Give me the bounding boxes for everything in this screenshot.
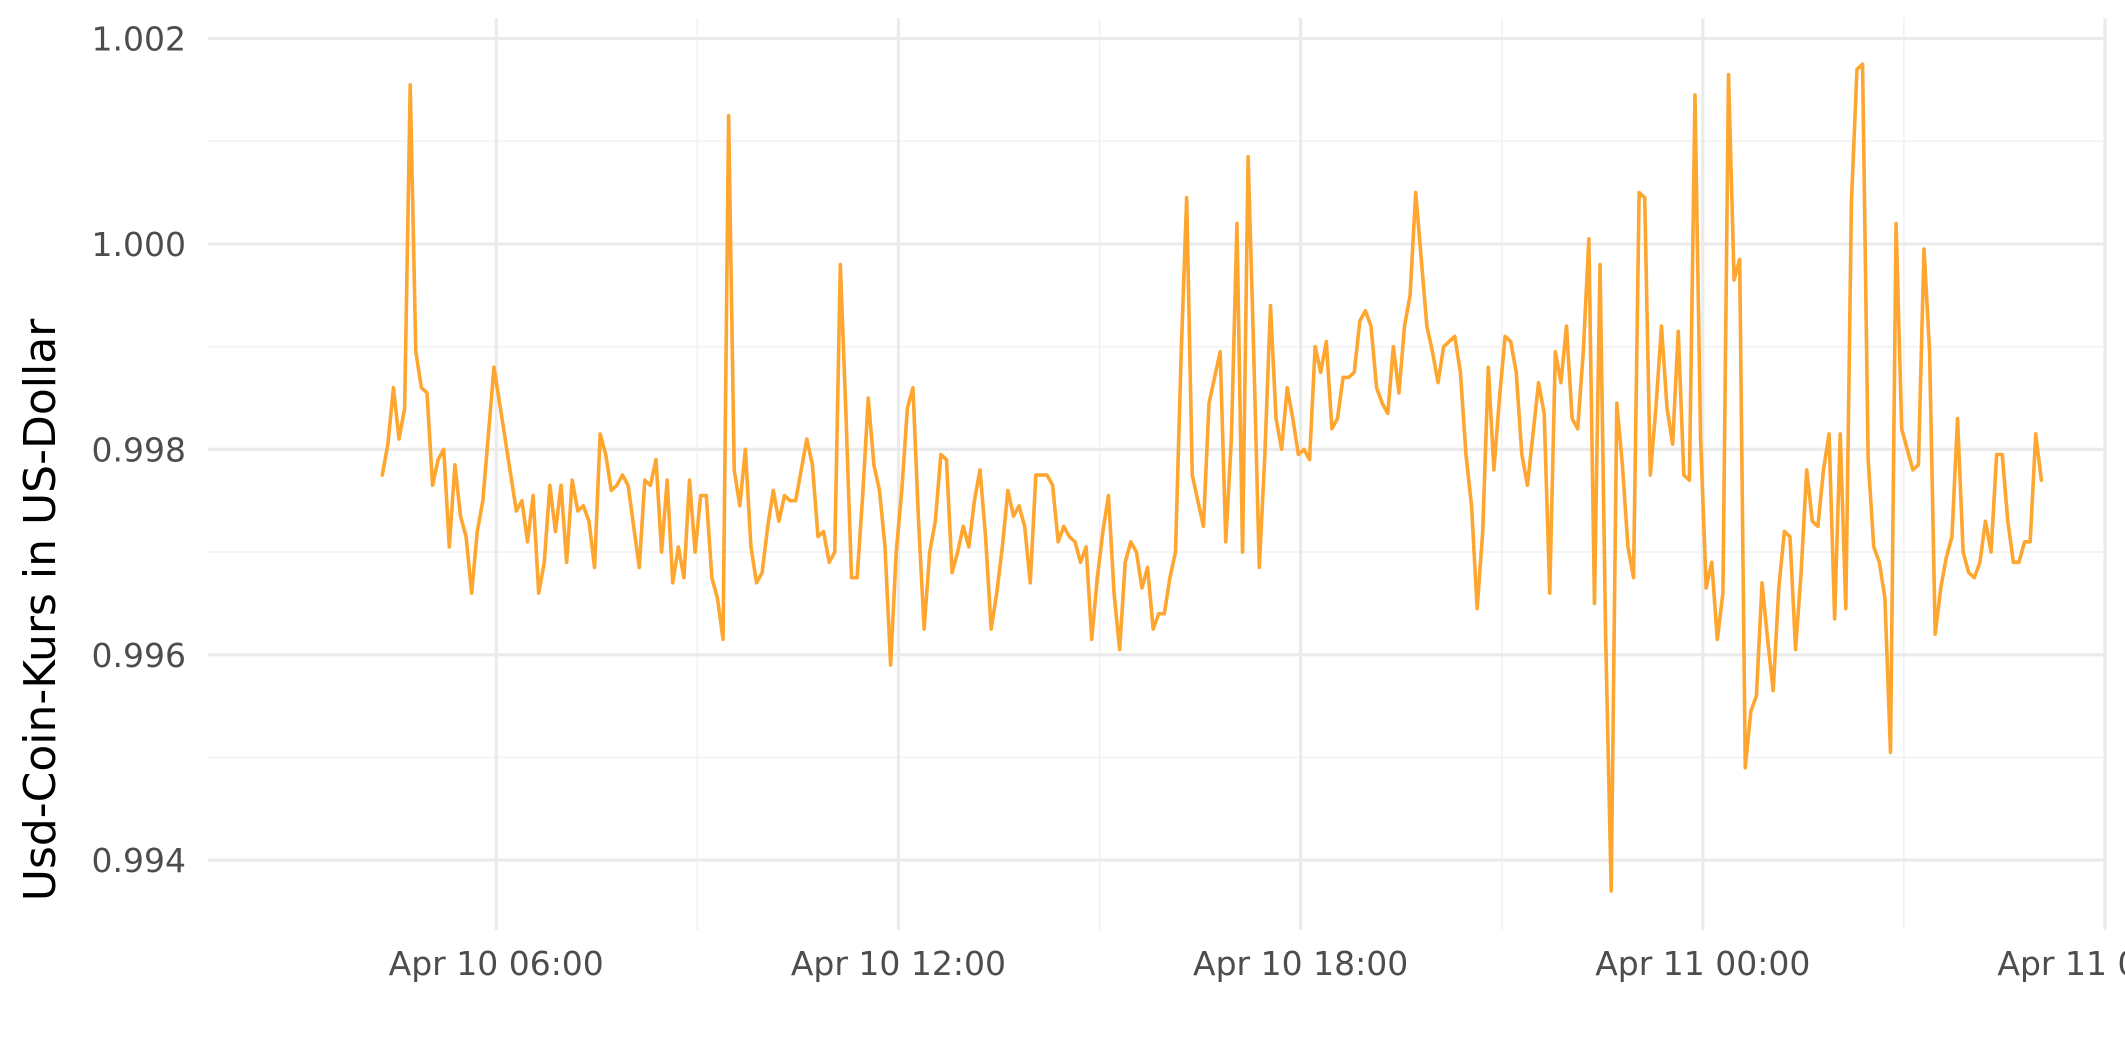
- minor-gridlines: [208, 18, 2105, 930]
- y-tick-label: 0.996: [92, 636, 186, 675]
- y-tick-label: 1.002: [92, 20, 186, 59]
- x-tick-label: Apr 11 06:00: [1997, 944, 2125, 983]
- price-series-line: [380, 62, 2044, 893]
- x-tick-label: Apr 10 06:00: [389, 944, 604, 983]
- x-tick-label: Apr 10 12:00: [791, 944, 1006, 983]
- x-tick-label: Apr 11 00:00: [1595, 944, 1810, 983]
- y-tick-label: 0.994: [92, 841, 186, 880]
- y-tick-label: 0.998: [92, 430, 186, 469]
- y-axis-title: Usd-Coin-Kurs in US-Dollar: [15, 318, 66, 901]
- x-tick-label: Apr 10 18:00: [1193, 944, 1408, 983]
- x-axis-tick-labels: Apr 10 06:00 Apr 10 12:00 Apr 10 18:00 Apr …: [389, 944, 2125, 983]
- major-gridlines: [208, 18, 2107, 930]
- y-tick-label: 1.000: [92, 225, 186, 264]
- y-axis-tick-labels: 0.994 0.996 0.998 1.000 1.002: [92, 20, 186, 881]
- plot-panel: [208, 18, 2107, 930]
